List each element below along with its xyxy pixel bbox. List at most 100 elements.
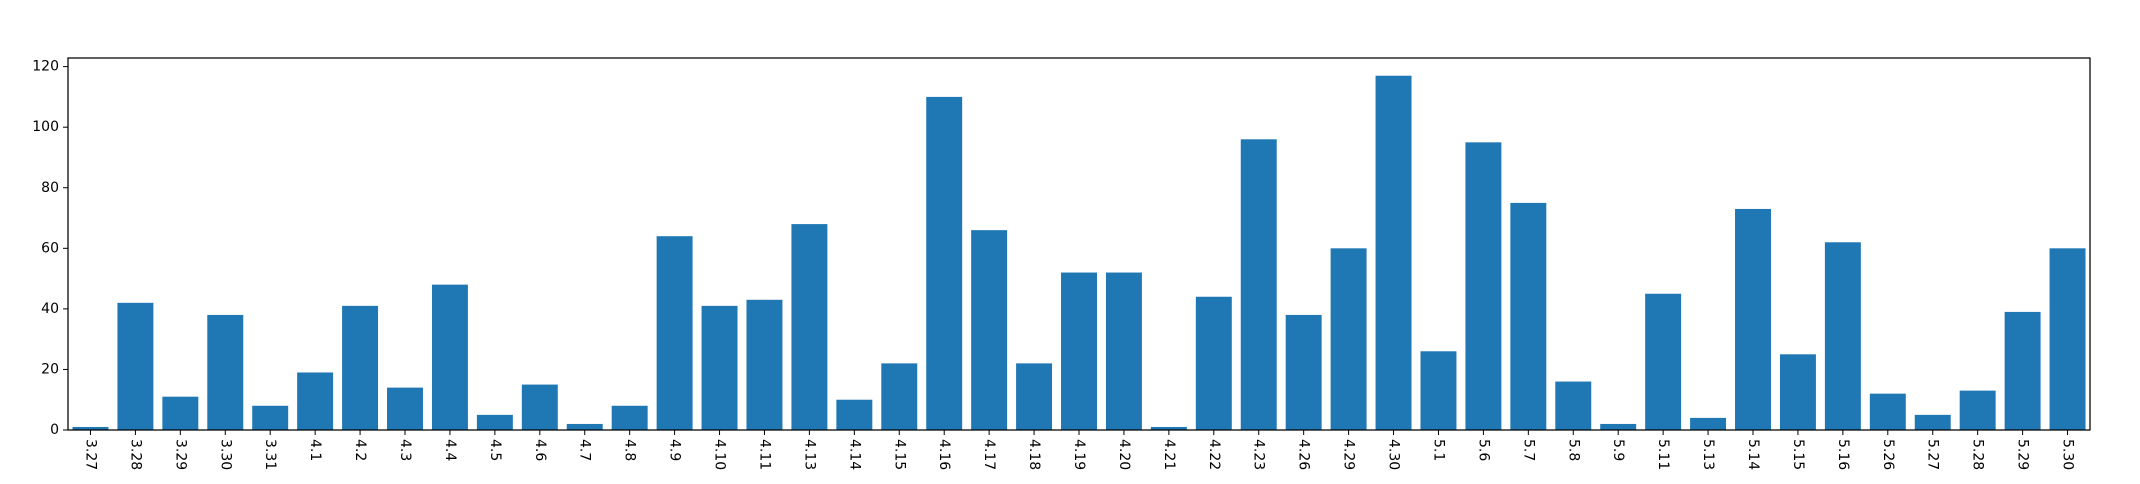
x-tick-label-4.13: 4.13 [801, 439, 817, 470]
bar-4.3 [387, 387, 423, 430]
bar-4.2 [342, 305, 379, 430]
bar-5.30 [2049, 248, 2086, 430]
x-tick-label-4.18: 4.18 [1026, 439, 1042, 470]
bar-4.19 [1061, 272, 1097, 430]
bar-4.13 [791, 224, 828, 430]
bar-4.21 [1150, 426, 1187, 430]
x-tick-label-3.27: 3.27 [82, 439, 98, 470]
x-tick-label-4.3: 4.3 [397, 439, 413, 461]
bar-4.16 [926, 96, 963, 430]
x-tick-label-5.8: 5.8 [1565, 439, 1581, 461]
x-tick-label-4.15: 4.15 [891, 439, 907, 470]
bar-5.27 [1914, 414, 1951, 430]
x-tick-label-4.14: 4.14 [846, 439, 862, 470]
bar-3.31 [252, 405, 289, 430]
bar-4.7 [566, 423, 603, 430]
x-tick-label-5.7: 5.7 [1520, 439, 1536, 461]
bar-4.10 [701, 305, 738, 430]
bar-4.30 [1375, 75, 1412, 431]
bar-4.17 [971, 230, 1008, 430]
bar-4.23 [1240, 139, 1277, 431]
x-tick-label-3.29: 3.29 [172, 439, 188, 470]
x-tick-label-4.19: 4.19 [1071, 439, 1087, 470]
bar-3.28 [117, 302, 154, 430]
bar-4.14 [836, 399, 873, 430]
x-tick-label-5.14: 5.14 [1745, 439, 1761, 470]
x-tick-label-4.16: 4.16 [936, 439, 952, 470]
bar-5.11 [1645, 293, 1682, 430]
bar-3.30 [207, 314, 244, 430]
x-tick-label-5.28: 5.28 [1970, 439, 1986, 470]
y-tick-label-100: 100 [32, 119, 59, 135]
bar-4.26 [1285, 314, 1322, 430]
x-tick-label-4.11: 4.11 [756, 439, 772, 470]
plot-frame [67, 57, 2091, 431]
bar-5.15 [1779, 354, 1816, 430]
bar-5.1 [1420, 351, 1457, 430]
x-tick-label-5.9: 5.9 [1610, 439, 1626, 461]
bar-5.13 [1690, 417, 1727, 430]
x-tick-label-4.5: 4.5 [487, 439, 503, 461]
x-tick-label-5.15: 5.15 [1790, 439, 1806, 470]
bar-4.9 [656, 236, 693, 430]
bar-5.29 [2004, 311, 2041, 430]
bar-5.16 [1824, 242, 1861, 430]
x-tick-label-5.29: 5.29 [2015, 439, 2031, 470]
bar-4.22 [1195, 296, 1232, 430]
bar-4.8 [611, 405, 648, 430]
x-tick-label-4.21: 4.21 [1161, 439, 1177, 470]
bar-4.11 [746, 299, 783, 430]
x-tick-label-4.6: 4.6 [532, 439, 548, 461]
bar-5.28 [1959, 390, 1996, 430]
bar-5.6 [1465, 142, 1502, 430]
bar-4.1 [297, 372, 334, 430]
bar-5.7 [1510, 202, 1547, 430]
y-tick-label-120: 120 [32, 59, 59, 75]
bar-5.8 [1555, 381, 1592, 430]
bar-4.6 [521, 384, 558, 430]
bar-4.29 [1330, 248, 1367, 430]
bar-5.26 [1869, 393, 1906, 430]
x-tick-label-4.17: 4.17 [981, 439, 997, 470]
y-axis: 0 20 40 60 80 100 120 [32, 59, 68, 438]
x-tick-label-5.30: 5.30 [2060, 439, 2076, 470]
bar-4.5 [476, 414, 513, 430]
x-tick-label-4.8: 4.8 [622, 439, 638, 461]
bar-3.27 [72, 426, 109, 430]
y-tick-label-40: 40 [41, 301, 59, 317]
x-tick-label-5.16: 5.16 [1835, 439, 1851, 470]
x-tick-label-5.6: 5.6 [1475, 439, 1491, 461]
x-tick-label-5.11: 5.11 [1655, 439, 1671, 470]
x-tick-label-4.2: 4.2 [352, 439, 368, 461]
x-tick-label-5.13: 5.13 [1700, 439, 1716, 470]
x-tick-label-4.23: 4.23 [1251, 439, 1267, 470]
y-tick-label-0: 0 [50, 422, 59, 438]
x-tick-label-4.26: 4.26 [1296, 439, 1312, 470]
bar-4.15 [881, 363, 918, 430]
bar-4.4 [431, 284, 468, 430]
y-tick-label-80: 80 [41, 180, 59, 196]
x-tick-label-4.4: 4.4 [442, 439, 458, 461]
bar-5.9 [1600, 423, 1637, 430]
bar-3.29 [162, 396, 199, 430]
x-tick-label-4.1: 4.1 [307, 439, 323, 461]
y-tick-label-20: 20 [41, 361, 59, 377]
x-tick-label-5.26: 5.26 [1880, 439, 1896, 470]
x-tick-label-5.1: 5.1 [1430, 439, 1446, 461]
bar-5.14 [1735, 208, 1771, 430]
y-tick-label-60: 60 [41, 240, 59, 256]
x-axis: 3.27 3.28 3.29 3.30 3.31 4.1 4.2 4.3 4.4 4.5 4.6 4.… [82, 430, 2076, 470]
x-tick-label-4.20: 4.20 [1116, 439, 1132, 470]
x-tick-label-4.7: 4.7 [577, 439, 593, 461]
x-tick-label-4.10: 4.10 [712, 439, 728, 470]
x-tick-label-3.28: 3.28 [127, 439, 143, 470]
x-tick-label-4.29: 4.29 [1341, 439, 1357, 470]
x-tick-label-3.30: 3.30 [217, 439, 233, 470]
x-tick-label-5.27: 5.27 [1925, 439, 1941, 470]
x-tick-label-4.9: 4.9 [667, 439, 683, 461]
bar-4.18 [1016, 363, 1053, 430]
bars-group [72, 75, 2086, 431]
bar-4.20 [1105, 272, 1142, 430]
